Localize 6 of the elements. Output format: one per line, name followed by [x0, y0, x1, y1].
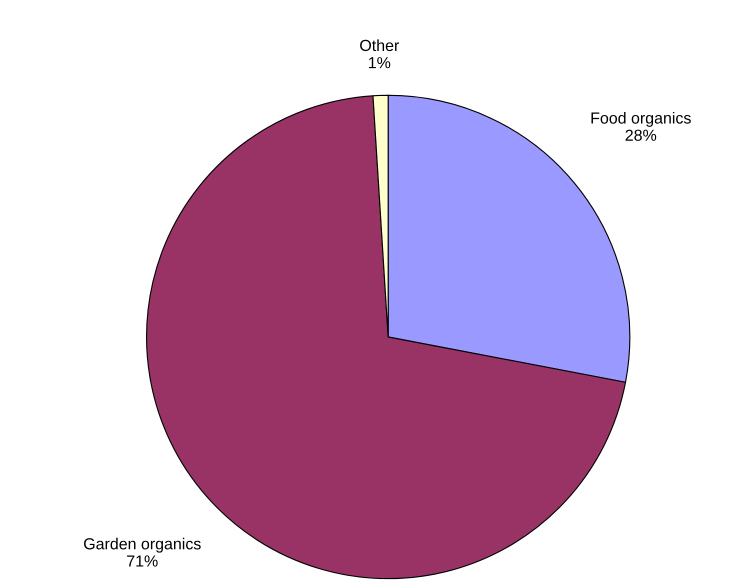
data-label: 71%	[127, 555, 158, 567]
slice-label: Food organics	[591, 112, 691, 127]
data-label: 1%	[369, 57, 390, 68]
slice-label: Other	[360, 39, 400, 52]
slice-label: Garden organics	[84, 538, 201, 553]
data-label: 28%	[626, 130, 656, 141]
